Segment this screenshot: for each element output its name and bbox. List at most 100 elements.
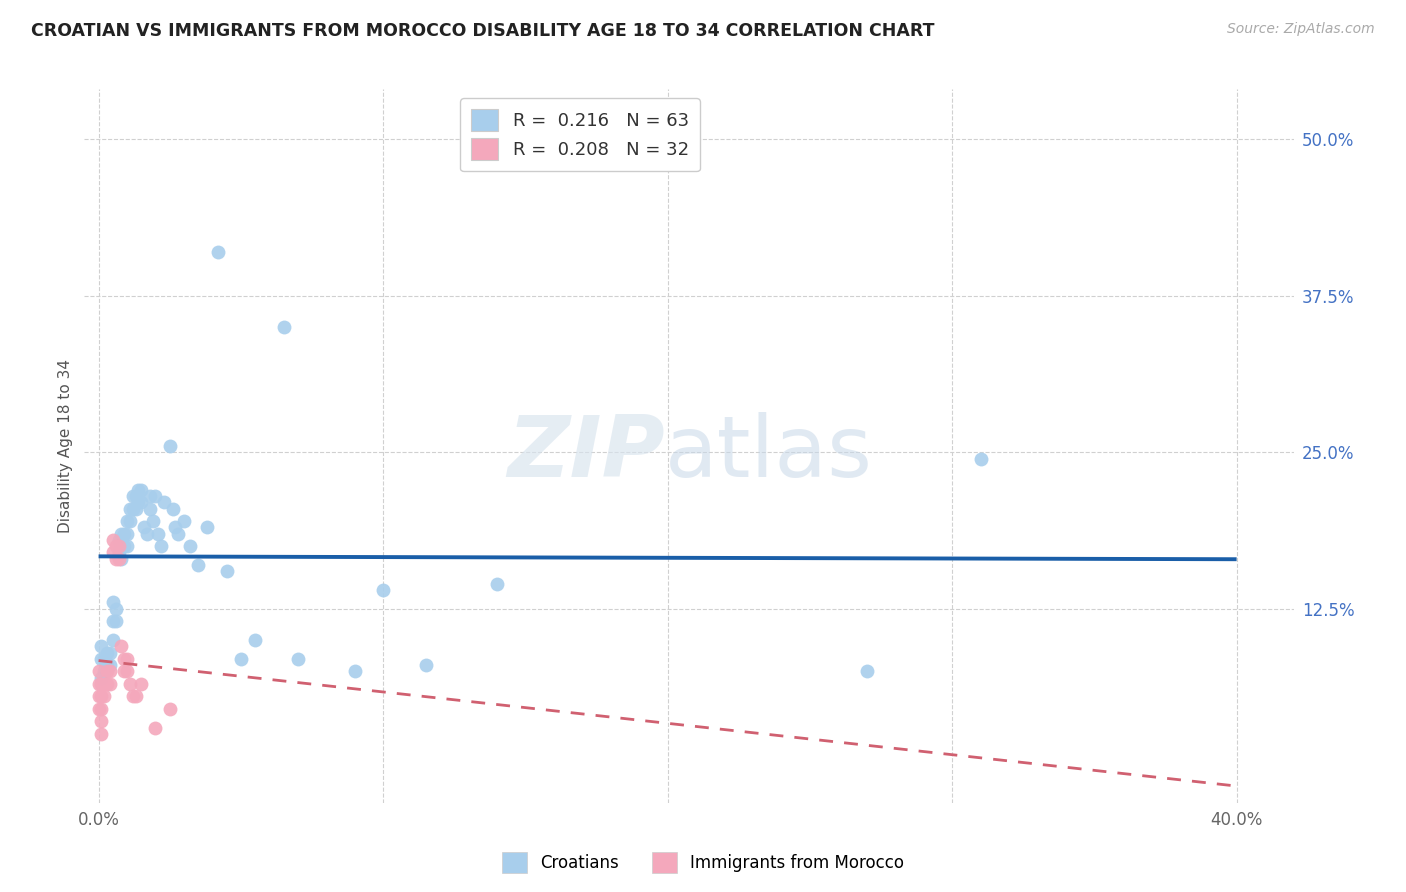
Point xyxy=(93,652,115,666)
Point xyxy=(343,665,366,679)
Point xyxy=(110,539,132,553)
Legend: Croatians, Immigrants from Morocco: Croatians, Immigrants from Morocco xyxy=(495,846,911,880)
Point xyxy=(145,721,167,735)
Point xyxy=(207,244,229,259)
Text: ZIP: ZIP xyxy=(508,411,665,495)
Point xyxy=(162,501,184,516)
Point xyxy=(159,439,181,453)
Point xyxy=(87,665,110,679)
Point xyxy=(159,702,181,716)
Point xyxy=(101,545,124,559)
Point xyxy=(104,601,127,615)
Point xyxy=(112,526,135,541)
Text: Source: ZipAtlas.com: Source: ZipAtlas.com xyxy=(1227,22,1375,37)
Point xyxy=(107,539,129,553)
Point xyxy=(127,495,149,509)
Point xyxy=(129,495,152,509)
Point xyxy=(104,539,127,553)
Point xyxy=(87,702,110,716)
Point xyxy=(110,640,132,654)
Point xyxy=(118,501,141,516)
Point xyxy=(107,533,129,547)
Point xyxy=(132,520,155,534)
Point xyxy=(115,652,138,666)
Point xyxy=(195,520,218,534)
Point xyxy=(90,702,112,716)
Point xyxy=(243,633,266,648)
Point xyxy=(104,551,127,566)
Point xyxy=(173,514,195,528)
Point xyxy=(129,483,152,497)
Point xyxy=(115,514,138,528)
Point xyxy=(969,451,991,466)
Point xyxy=(110,551,132,566)
Point xyxy=(153,495,176,509)
Point xyxy=(136,526,159,541)
Point xyxy=(165,520,187,534)
Point xyxy=(96,658,118,673)
Point xyxy=(121,690,143,704)
Point xyxy=(87,677,110,691)
Point xyxy=(90,714,112,729)
Point xyxy=(121,501,143,516)
Point xyxy=(90,671,112,685)
Point xyxy=(93,665,115,679)
Point xyxy=(90,690,112,704)
Point xyxy=(96,646,118,660)
Point xyxy=(98,677,121,691)
Point xyxy=(118,514,141,528)
Point xyxy=(121,489,143,503)
Point xyxy=(101,533,124,547)
Point xyxy=(273,320,295,334)
Point xyxy=(98,665,121,679)
Point xyxy=(167,526,190,541)
Point xyxy=(101,633,124,648)
Point xyxy=(150,539,173,553)
Point xyxy=(215,564,238,578)
Point xyxy=(115,539,138,553)
Point xyxy=(98,658,121,673)
Point xyxy=(110,526,132,541)
Point xyxy=(139,489,162,503)
Point xyxy=(855,665,877,679)
Point xyxy=(90,652,112,666)
Point xyxy=(287,652,309,666)
Point xyxy=(104,614,127,628)
Point xyxy=(96,677,118,691)
Point xyxy=(129,677,152,691)
Point xyxy=(115,526,138,541)
Point xyxy=(96,665,118,679)
Y-axis label: Disability Age 18 to 34: Disability Age 18 to 34 xyxy=(58,359,73,533)
Point xyxy=(90,640,112,654)
Point xyxy=(485,576,508,591)
Point xyxy=(229,652,252,666)
Point xyxy=(124,690,146,704)
Point xyxy=(90,727,112,741)
Point xyxy=(93,677,115,691)
Point xyxy=(101,614,124,628)
Point xyxy=(118,677,141,691)
Point xyxy=(93,690,115,704)
Point xyxy=(371,582,394,597)
Point xyxy=(112,539,135,553)
Point xyxy=(179,539,201,553)
Point xyxy=(112,652,135,666)
Point xyxy=(115,665,138,679)
Point xyxy=(187,558,209,572)
Point xyxy=(107,551,129,566)
Point xyxy=(87,690,110,704)
Point xyxy=(124,501,146,516)
Point xyxy=(107,545,129,559)
Text: CROATIAN VS IMMIGRANTS FROM MOROCCO DISABILITY AGE 18 TO 34 CORRELATION CHART: CROATIAN VS IMMIGRANTS FROM MOROCCO DISA… xyxy=(31,22,935,40)
Point xyxy=(142,514,165,528)
Point xyxy=(145,489,167,503)
Point xyxy=(124,489,146,503)
Point xyxy=(415,658,437,673)
Point xyxy=(127,483,149,497)
Point xyxy=(101,595,124,609)
Point xyxy=(148,526,170,541)
Point xyxy=(112,665,135,679)
Point xyxy=(98,646,121,660)
Text: atlas: atlas xyxy=(665,411,873,495)
Legend: R =  0.216   N = 63, R =  0.208   N = 32: R = 0.216 N = 63, R = 0.208 N = 32 xyxy=(460,98,700,171)
